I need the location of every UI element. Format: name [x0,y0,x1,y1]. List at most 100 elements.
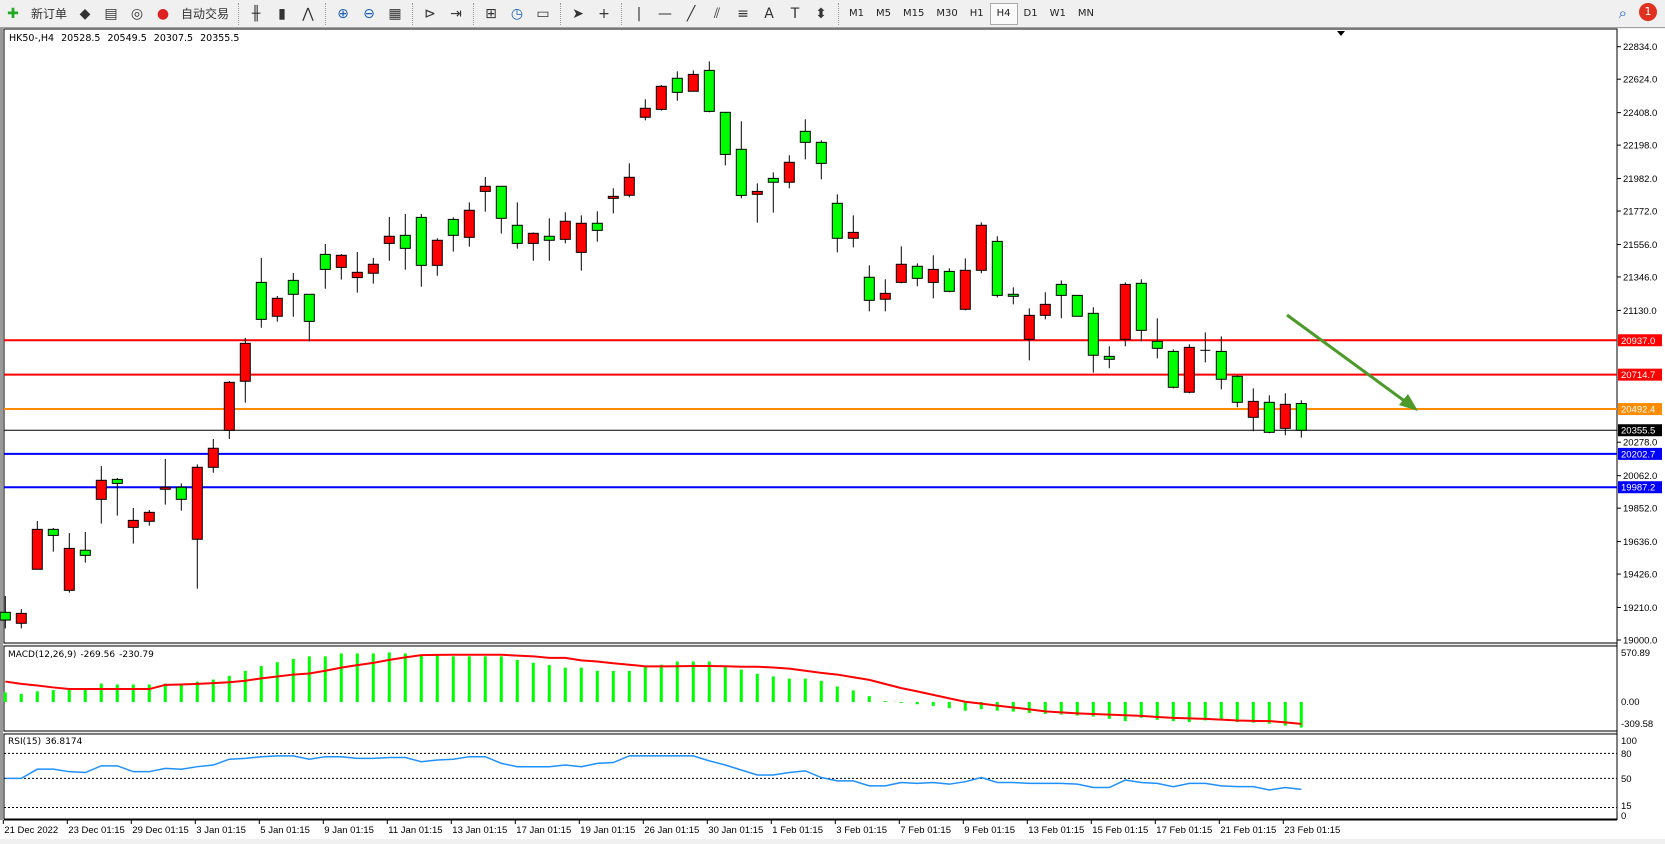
candle-body [671,77,683,93]
main-chart-panel[interactable] [3,28,1618,644]
price-tick-label: 22408.0 [1623,108,1657,119]
macd-histogram-bar [611,670,615,702]
new-order-icon[interactable]: ✚ [7,5,19,22]
timeframe-d1[interactable]: D1 [1023,8,1038,19]
candle-body [495,185,507,219]
time-tick-label: 23 Feb 01:15 [1284,825,1340,836]
market-watch-icon[interactable]: ◆ [79,5,91,22]
macd-tick-label: 0.00 [1621,697,1640,708]
time-tick-label: 11 Jan 01:15 [388,825,442,836]
timeframe-w1[interactable]: W1 [1049,8,1066,19]
chart-shift-marker-icon[interactable] [1337,31,1345,36]
rsi-panel[interactable] [3,733,1618,820]
macd-histogram-bar [1059,702,1063,715]
macd-histogram-bar [659,664,663,702]
indicators-icon[interactable]: ⊞ [485,5,497,22]
macd-histogram-bar [723,667,727,702]
price-tick-label: 20278.0 [1623,438,1657,449]
candle-body [351,271,363,279]
candle-body [911,265,923,279]
macd-histogram-bar [707,661,711,702]
text-label-icon[interactable]: T [790,5,800,22]
candle-body [1215,350,1227,380]
fibonacci-icon[interactable]: ≡ [737,5,749,22]
macd-histogram-bar [339,653,343,702]
macd-histogram-bar [243,670,247,702]
signals-icon[interactable]: ◎ [130,5,144,22]
search-icon[interactable]: ⌕ [1618,4,1627,22]
timeframe-m15[interactable]: M15 [903,8,925,19]
candle-body [255,281,267,320]
candle-body [1103,355,1115,360]
bar-chart-icon[interactable]: ╫ [251,5,261,22]
zoom-out-icon[interactable]: ⊖ [363,5,375,22]
vertical-line-icon[interactable]: | [636,5,642,22]
periods-icon[interactable]: ◷ [510,5,524,22]
trend-arrow[interactable] [1286,313,1411,407]
symbol-label: HK50-,H4 [9,33,55,44]
candle-body [143,511,155,522]
text-icon[interactable]: A [764,5,774,22]
crosshair-icon[interactable]: + [598,5,610,22]
price-level-label: 20492.4 [1621,405,1655,416]
zoom-in-icon[interactable]: ⊕ [337,5,349,22]
timeframe-m30[interactable]: M30 [936,8,958,19]
candle-body [943,270,955,292]
candle-body [479,185,491,192]
arrows-icon[interactable]: ⬍ [815,5,827,22]
macd-histogram-bar [1283,702,1287,726]
new-order-button[interactable]: 新订单 [31,7,68,21]
candle-body [0,611,11,621]
horizontal-line-icon[interactable]: — [658,5,673,22]
macd-histogram-bar [483,656,487,702]
chart-shift-icon[interactable]: ⊳ [424,5,436,22]
time-axis [0,820,1665,839]
candle-body [159,486,171,490]
timeframe-h4[interactable]: H4 [989,2,1018,25]
price-tick-label: 21772.0 [1623,207,1657,218]
auto-trading-button[interactable]: 自动交易 [181,7,230,21]
time-tick-label: 9 Jan 01:15 [324,825,374,836]
candle-body [463,209,475,238]
macd-histogram-bar [979,702,983,710]
macd-histogram-bar [195,681,199,702]
macd-histogram-bar [259,666,263,702]
candle-body [623,176,635,196]
notification-badge[interactable]: 1 [1639,3,1657,21]
candle-body [1119,283,1131,340]
line-chart-icon[interactable]: ⋀ [302,5,314,22]
timeframe-h1[interactable]: H1 [969,8,984,19]
toolbar-separator [621,2,623,25]
autoscroll-icon[interactable]: ⇥ [450,5,462,22]
navigator-icon[interactable]: ▤ [104,5,118,22]
candle-body [1135,282,1147,331]
candle-body [287,279,299,295]
macd-histogram-bar [323,656,327,702]
equidistant-channel-icon[interactable]: ⫽ [713,5,721,22]
auto-trading-icon[interactable]: ● [156,5,170,22]
trendline-icon[interactable]: ╱ [686,5,696,22]
price-tick-label: 19636.0 [1623,537,1657,548]
tile-windows-icon[interactable]: ▦ [388,5,402,22]
macd-panel[interactable] [3,645,1618,732]
candle-body [1007,293,1019,297]
templates-icon[interactable]: ▭ [536,5,550,22]
candle-body [591,222,603,231]
macd-histogram-bar [387,652,391,702]
candle-body [1279,403,1291,429]
price-level-label: 20202.7 [1621,449,1655,460]
time-tick-label: 9 Feb 01:15 [964,825,1015,836]
macd-histogram-bar [1299,702,1303,728]
timeframe-m1[interactable]: M1 [849,8,865,19]
macd-histogram-bar [851,690,855,702]
macd-histogram-bar [1203,702,1207,721]
candle-body [223,381,235,431]
macd-signal-value: -230.79 [119,650,154,660]
timeframe-m5[interactable]: M5 [876,8,892,19]
timeframe-mn[interactable]: MN [1077,8,1094,19]
cursor-icon[interactable]: ➤ [572,5,584,22]
candlestick-icon[interactable]: ▮ [278,5,286,22]
price-tick-label: 20062.0 [1623,471,1657,482]
candle-body [751,190,763,195]
